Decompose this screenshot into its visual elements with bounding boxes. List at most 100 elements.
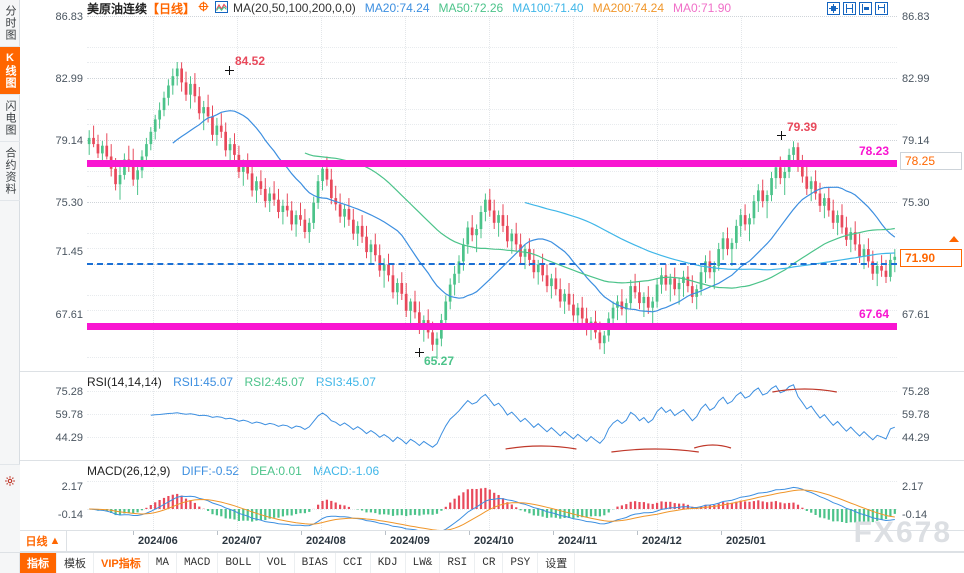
rsi-left-tick-1: 59.78 [55,409,83,421]
period-selector-button[interactable]: 日线 ▲ [20,530,67,552]
rsi-header: RSI(14,14,14) RSI1:45.07 RSI2:45.07 RSI3… [87,375,376,389]
macd-dea-value: DEA:0.01 [250,464,302,478]
toolbar-item-cci[interactable]: CCI [336,553,371,573]
macd-left-tick-1: -0.14 [57,509,83,521]
sidebar-settings-slot [0,464,20,552]
crosshair-icon[interactable] [198,1,209,15]
period-selector-arrow: ▲ [49,535,61,547]
low-marker-icon [415,348,424,357]
ma200-value: MA200:74.24 [592,1,664,15]
sidebar-item-contract[interactable]: 合约资料 [0,142,20,201]
rsi3-value: RSI3:45.07 [315,375,376,389]
toolbar-item-cr[interactable]: CR [475,553,504,573]
date-label-6: 2024/12 [642,535,682,547]
ma50-value: MA50:72.26 [438,1,504,15]
left-tick-1: 82.99 [55,73,83,85]
crosshair-move-icon[interactable] [827,2,840,15]
macd-panel [87,464,897,534]
macd-right-tick-1: -0.14 [902,509,928,521]
rsi-right-tick-0: 75.28 [902,386,930,398]
macd-panel-separator [20,460,964,461]
compare-icon[interactable] [859,2,872,15]
toolbar-item-template[interactable]: 模板 [57,553,94,573]
candlestick-series [87,62,897,360]
right-tick-3: 75.30 [902,197,930,209]
resistance-price-tag: 78.25 [900,152,962,170]
support-band-label: 67.64 [859,307,890,321]
measure-range-icon[interactable] [843,2,856,15]
low-price-annotation: 65.27 [424,354,455,368]
toolbar-item-vip-indicator[interactable]: VIP指标 [94,553,149,573]
chart-header: 美原油连续 【日线】 MA(20,50,100,200,0,0) MA20:74… [20,0,964,16]
chart-area: 美原油连续 【日线】 MA(20,50,100,200,0,0) MA20:74… [20,0,964,552]
period-label: 【日线】 [147,1,196,16]
date-label-2: 2024/08 [306,535,346,547]
right-tick-5: 67.61 [902,309,930,321]
high-price-annotation: 84.52 [235,54,266,68]
toolbar-item-psy[interactable]: PSY [503,553,539,573]
macd-left-tick-0: 2.17 [61,481,83,493]
toolbar-left-spacer [0,553,20,573]
toolbar-item-rsi[interactable]: RSI [440,553,476,573]
price-panel: 84.52 65.27 79.39 78.23 67.64 [87,16,897,371]
sidebar-item-timeshare[interactable]: 分时图 [0,0,20,47]
left-sidebar: 分时图 K线图 闪电图 合约资料 [0,0,20,552]
date-label-0: 2024/06 [138,535,178,547]
toolbar-item-boll[interactable]: BOLL [218,553,260,573]
sidebar-item-lightning[interactable]: 闪电图 [0,95,20,142]
symbol-name: 美原油连续 [87,1,148,16]
date-label-4: 2024/10 [474,535,514,547]
left-tick-0: 86.83 [55,11,83,23]
toolbar-item-lw[interactable]: LW& [406,553,441,573]
right-tick-2: 79.14 [902,135,930,147]
toolbar-item-indicator[interactable]: 指标 [20,553,57,573]
resistance-band [87,160,897,167]
snapshot-icon[interactable] [875,2,888,15]
toolbar-item-bias[interactable]: BIAS [295,553,336,573]
toolbar-item-vol[interactable]: VOL [260,553,295,573]
high-marker-icon [225,66,234,75]
right-tick-0: 86.83 [902,11,930,23]
toolbar-item-kdj[interactable]: KDJ [371,553,406,573]
resistance-band-label: 78.23 [859,144,890,158]
ma-indicator-icon[interactable] [215,0,229,16]
macd-right-tick-0: 2.17 [902,481,924,493]
recent-high-annotation: 79.39 [787,120,818,134]
rsi1-value: RSI1:45.07 [173,375,234,389]
ma-params-label: MA(20,50,100,200,0,0) [233,1,356,15]
rsi2-value: RSI2:45.07 [244,375,305,389]
rsi-right-tick-1: 59.78 [902,409,930,421]
ma100-value: MA100:71.40 [512,1,584,15]
date-label-1: 2024/07 [222,535,262,547]
rsi-panel-separator [20,371,964,372]
macd-header: MACD(26,12,9) DIFF:-0.52 DEA:0.01 MACD:-… [87,464,379,478]
date-label-7: 2025/01 [726,535,766,547]
rsi-left-tick-0: 75.28 [55,386,83,398]
date-label-3: 2024/09 [390,535,430,547]
left-price-axis: 86.83 82.99 79.14 75.30 71.45 67.61 75.2… [20,0,86,552]
toolbar-item-ma[interactable]: MA [149,553,177,573]
left-tick-2: 79.14 [55,135,83,147]
right-tick-1: 82.99 [902,73,930,85]
time-axis: 2024/06 2024/07 2024/08 2024/09 2024/10 … [20,530,964,552]
right-price-axis: 86.83 82.99 79.14 78.25 75.30 71.90 67.6… [897,0,964,552]
left-tick-4: 71.45 [55,246,83,258]
gear-icon[interactable] [4,475,16,487]
date-label-5: 2024/11 [558,535,598,547]
rsi-panel [87,375,897,458]
macd-diff-value: DIFF:-0.52 [181,464,240,478]
toolbar-item-macd[interactable]: MACD [177,553,219,573]
toolbar-item-settings[interactable]: 设置 [538,553,576,573]
sidebar-item-kline[interactable]: K线图 [0,47,20,95]
ma0-value: MA0:71.90 [673,1,732,15]
price-arrow-icon [949,236,959,242]
rsi-right-tick-2: 44.29 [902,432,930,444]
ma20-value: MA20:74.24 [364,1,430,15]
support-band [87,323,897,330]
bottom-toolbar: 指标 模板 VIP指标 MA MACD BOLL VOL BIAS CCI KD… [0,552,964,573]
recent-high-marker-icon [777,131,786,140]
rsi-series [150,384,895,453]
rsi-title: RSI(14,14,14) [87,375,162,389]
macd-title: MACD(26,12,9) [87,464,171,478]
